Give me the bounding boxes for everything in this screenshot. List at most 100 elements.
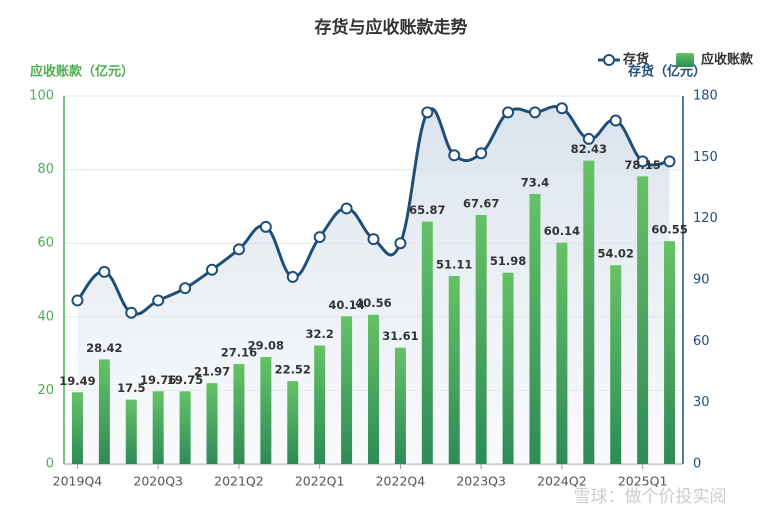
point (313, 231, 326, 244)
legend-marker (603, 54, 615, 66)
data-label: 22.52 (275, 363, 311, 377)
bar (125, 399, 137, 464)
point (206, 263, 219, 276)
y-tick-label: 20 (37, 383, 54, 398)
point (394, 237, 407, 250)
x-tick-label: 2022Q4 (376, 474, 426, 489)
y2-axis-title: 存货（亿元） (628, 64, 706, 80)
legend-swatch (676, 53, 694, 67)
bar (583, 160, 595, 464)
y-tick-label: 0 (46, 457, 54, 472)
area (77, 106, 670, 464)
point (340, 202, 353, 215)
bar (368, 314, 379, 464)
bar (179, 391, 191, 464)
point (475, 147, 488, 160)
line-group (71, 102, 676, 319)
x-tick-label: 2019Q4 (53, 474, 103, 489)
data-label: 19.75 (167, 373, 203, 387)
point (609, 114, 622, 127)
point (71, 294, 84, 307)
data-label: 51.11 (436, 257, 472, 271)
point (179, 282, 192, 295)
y-tick-label: 40 (37, 309, 54, 324)
bar (98, 359, 110, 464)
bar (260, 356, 272, 464)
y2-tick-label: 0 (693, 457, 701, 472)
y-axis-title: 应收账款（亿元） (30, 64, 134, 80)
x-tick-label: 2024Q2 (537, 474, 587, 489)
point (582, 132, 595, 145)
legend-label: 应收账款 (701, 52, 754, 68)
bar (556, 242, 568, 464)
data-label: 54.02 (598, 247, 634, 261)
point (98, 265, 111, 278)
point (663, 155, 676, 168)
chart-title: 存货与应收账款走势 (315, 17, 468, 38)
bar (206, 383, 218, 464)
data-label: 27.16 (221, 346, 257, 360)
data-label: 28.42 (86, 341, 122, 355)
point (502, 106, 515, 119)
data-label: 67.67 (463, 196, 499, 210)
y-tick-label: 100 (29, 89, 54, 104)
data-label: 65.87 (409, 203, 445, 217)
x-tick-label: 2025Q1 (618, 474, 668, 489)
data-label: 19.76 (140, 373, 176, 387)
bar (71, 392, 83, 464)
y-tick-label: 60 (37, 236, 54, 251)
data-label: 17.5 (117, 381, 145, 395)
data-label: 51.98 (490, 254, 526, 268)
bar (502, 272, 514, 464)
point (259, 220, 272, 233)
point (421, 106, 434, 119)
point (125, 306, 138, 319)
data-label: 60.14 (544, 224, 580, 238)
bar (233, 364, 245, 464)
data-label: 19.49 (59, 374, 95, 388)
data-label: 82.43 (571, 142, 607, 156)
y2-tick-label: 60 (693, 334, 710, 349)
point (286, 270, 299, 283)
bar (664, 241, 676, 464)
bar (152, 391, 164, 464)
point (528, 106, 541, 119)
point (555, 102, 568, 115)
point (367, 233, 380, 246)
bar (475, 214, 487, 464)
bar (529, 193, 541, 464)
y2-tick-label: 30 (693, 395, 710, 410)
bar (314, 345, 326, 464)
data-label: 21.97 (194, 365, 230, 379)
y2-tick-label: 180 (693, 89, 718, 104)
point (232, 243, 245, 256)
x-tick-label: 2022Q1 (295, 474, 345, 489)
point (152, 294, 165, 307)
point (636, 155, 649, 168)
bar (637, 176, 649, 464)
watermark: 雪球：做个价投实阅 (574, 487, 727, 507)
point (448, 149, 461, 162)
data-label: 31.61 (382, 329, 418, 343)
data-label: 78.15 (624, 158, 660, 172)
y2-tick-label: 150 (693, 150, 718, 165)
bar (287, 381, 299, 464)
legend-label: 存货 (623, 52, 649, 68)
x-tick-label: 2023Q3 (456, 474, 506, 489)
data-label: 40.14 (328, 298, 364, 312)
y-tick-label: 80 (37, 162, 54, 177)
bar (341, 316, 353, 464)
bar (448, 275, 460, 464)
data-label: 60.55 (651, 223, 687, 237)
data-label: 32.2 (305, 327, 333, 341)
x-tick-label: 2021Q2 (214, 474, 264, 489)
bar (421, 221, 433, 464)
data-label: 29.08 (248, 338, 284, 352)
data-label: 40.56 (355, 296, 391, 310)
y2-tick-label: 90 (693, 273, 710, 288)
data-label: 73.4 (521, 175, 549, 189)
x-tick-label: 2020Q3 (133, 474, 183, 489)
bar (610, 265, 622, 464)
bar (394, 347, 406, 464)
